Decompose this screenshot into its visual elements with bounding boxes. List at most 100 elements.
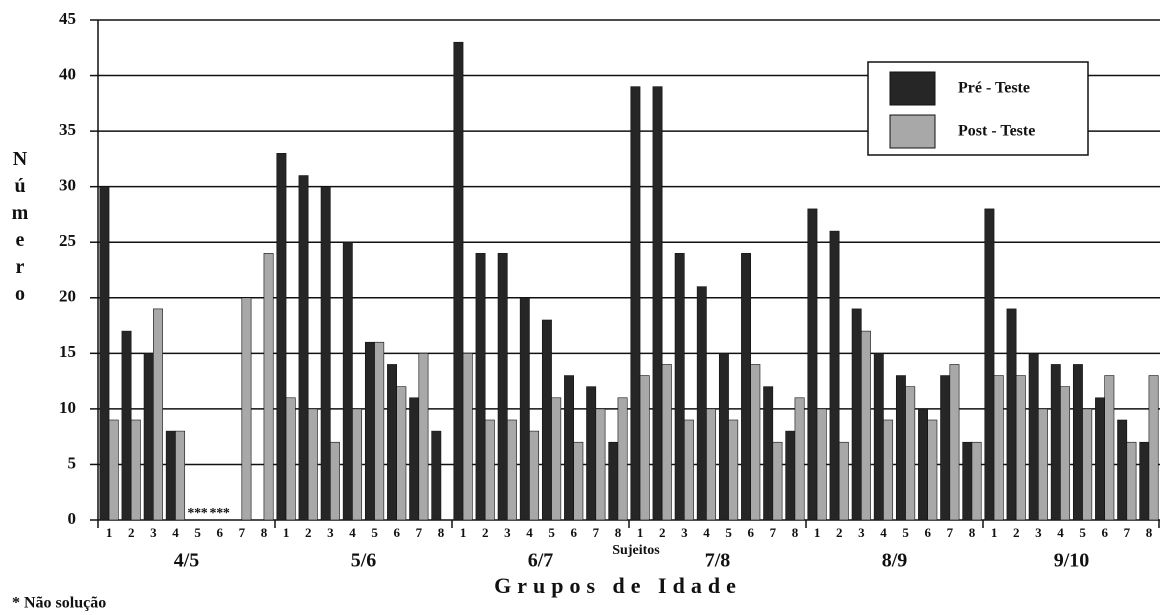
legend-swatch — [889, 71, 936, 106]
bar — [497, 253, 508, 521]
bar — [551, 397, 562, 521]
x-tick-label: 7 — [593, 525, 600, 540]
bar — [785, 430, 796, 521]
bar — [807, 208, 818, 521]
bar — [143, 353, 154, 521]
x-tick-label: 6 — [1101, 525, 1108, 540]
bar — [617, 397, 628, 521]
x-tick-label: 5 — [725, 525, 732, 540]
bar — [684, 419, 694, 521]
no-solution-marker: * — [216, 506, 223, 521]
y-tick-label: 20 — [59, 287, 76, 306]
x-tick-label: 1 — [637, 525, 644, 540]
x-tick-label: 1 — [991, 525, 998, 540]
bar — [794, 397, 805, 521]
y-tick-label: 25 — [59, 231, 76, 250]
bar — [330, 441, 340, 521]
bar — [564, 375, 574, 521]
bar — [873, 353, 884, 521]
bar — [1117, 419, 1128, 521]
bar — [838, 441, 849, 521]
bar — [595, 408, 606, 521]
no-solution-marker: * — [187, 506, 194, 521]
x-tick-label: 7 — [239, 525, 246, 540]
bar — [861, 330, 871, 521]
x-tick-label: 8 — [615, 525, 622, 540]
bar — [541, 319, 552, 521]
group-label: 9/10 — [1054, 550, 1090, 572]
bar — [1082, 408, 1093, 521]
bar — [409, 397, 420, 521]
bar — [153, 308, 163, 521]
y-tick-label: 40 — [59, 64, 76, 83]
x-tick-label: 3 — [1035, 525, 1042, 540]
bar — [1139, 441, 1150, 521]
x-tick-label: 7 — [770, 525, 777, 540]
x-tick-label: 2 — [659, 525, 666, 540]
no-solution-marker: * — [201, 506, 208, 521]
x-tick-label: 4 — [703, 525, 710, 540]
bar — [352, 408, 363, 521]
bar — [573, 441, 584, 521]
bar — [674, 253, 685, 521]
bar — [1015, 375, 1026, 521]
bar — [241, 297, 252, 521]
bar — [1148, 375, 1159, 521]
x-axis-title: Grupos de Idade — [494, 573, 742, 598]
x-tick-label: 1 — [106, 525, 113, 540]
x-tick-label: 5 — [371, 525, 378, 540]
x-tick-label: 2 — [836, 525, 843, 540]
bar — [1038, 408, 1048, 521]
x-tick-label: 3 — [858, 525, 865, 540]
bar — [639, 375, 650, 521]
legend-label: Pré - Teste — [958, 80, 1030, 97]
bar — [718, 353, 729, 521]
bar — [750, 364, 761, 521]
no-solution-marker: * — [223, 506, 230, 521]
footnote: * Não solução — [12, 595, 106, 612]
x-tick-label: 2 — [128, 525, 135, 540]
x-tick-label: 4 — [349, 525, 356, 540]
bar — [984, 208, 995, 521]
bar — [1060, 386, 1071, 521]
y-tick-label: 45 — [59, 9, 76, 28]
bar — [993, 375, 1004, 521]
bar — [418, 353, 429, 521]
bar — [364, 341, 375, 521]
bar — [175, 430, 186, 521]
group-label: 8/9 — [882, 550, 908, 572]
bar — [940, 375, 951, 521]
x-tick-label: 3 — [150, 525, 157, 540]
bar — [728, 419, 739, 521]
bar — [99, 186, 110, 521]
bar — [829, 230, 840, 521]
x-tick-label: 6 — [747, 525, 754, 540]
bar — [586, 386, 597, 521]
x-tick-label: 3 — [504, 525, 511, 540]
x-tick-label: 4 — [172, 525, 179, 540]
bar — [706, 408, 717, 521]
x-tick-label: 4 — [1057, 525, 1064, 540]
bar — [431, 430, 442, 521]
group-label: 6/7 — [528, 550, 554, 572]
x-tick-label: 5 — [194, 525, 201, 540]
group-label: 4/5 — [174, 550, 200, 572]
bar — [519, 297, 530, 521]
bar — [276, 153, 287, 521]
x-tick-label: 4 — [526, 525, 533, 540]
bar — [1006, 308, 1017, 521]
bar — [307, 408, 318, 521]
bar — [165, 430, 176, 521]
bar — [1072, 364, 1083, 521]
y-tick-label: 5 — [68, 453, 77, 472]
bar — [1050, 364, 1061, 521]
bar — [962, 441, 973, 521]
x-tick-label: 3 — [327, 525, 334, 540]
bar — [453, 41, 464, 521]
bar — [285, 397, 296, 521]
bar — [763, 386, 774, 521]
bar — [529, 430, 540, 521]
x-tick-label: 7 — [947, 525, 954, 540]
